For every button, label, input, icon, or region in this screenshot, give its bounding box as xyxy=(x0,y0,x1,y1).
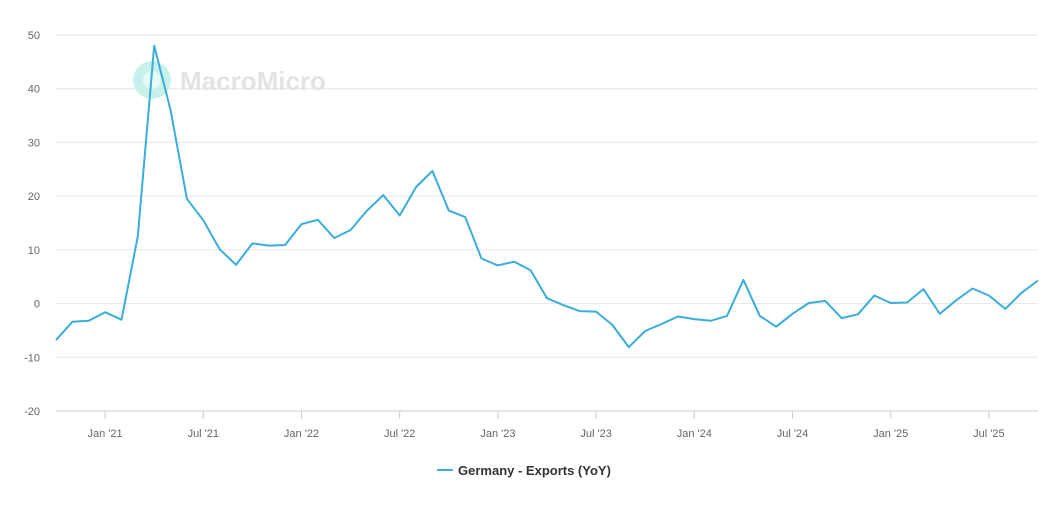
x-tick-label: Jan '23 xyxy=(480,428,515,440)
y-tick-label: -10 xyxy=(24,352,40,364)
x-tick-label: Jan '21 xyxy=(88,428,123,440)
x-tick-label: Jul '24 xyxy=(777,428,808,440)
x-tick-label: Jan '25 xyxy=(873,428,908,440)
x-axis: Jan '21 Jul '21 Jan '22 Jul '22 Jan '23 Jul '… xyxy=(56,410,1038,440)
y-tick-label: 50 xyxy=(28,30,40,42)
y-axis-ticks: -20 -10 0 10 20 30 40 50 xyxy=(24,30,40,418)
y-tick-label: -20 xyxy=(24,406,40,418)
x-tick-label: Jan '24 xyxy=(677,428,712,440)
x-tick-label: Jul '21 xyxy=(188,428,219,440)
y-tick-label: 40 xyxy=(28,84,40,96)
y-tick-label: 30 xyxy=(28,137,40,149)
series-line-0 xyxy=(55,44,1039,349)
x-tick-label: Jan '22 xyxy=(284,428,319,440)
y-tick-label: 0 xyxy=(34,299,40,311)
watermark: MacroMicro xyxy=(133,61,326,99)
legend-label[interactable]: Germany - Exports (YoY) xyxy=(458,463,611,478)
watermark-text: MacroMicro xyxy=(180,66,326,96)
x-tick-label: Jul '25 xyxy=(973,428,1004,440)
y-tick-label: 20 xyxy=(28,191,40,203)
y-tick-label: 10 xyxy=(28,245,40,257)
x-tick-label: Jul '22 xyxy=(384,428,415,440)
series-layer xyxy=(55,44,1039,349)
x-tick-label: Jul '23 xyxy=(580,428,611,440)
legend[interactable]: Germany - Exports (YoY) xyxy=(437,463,611,478)
